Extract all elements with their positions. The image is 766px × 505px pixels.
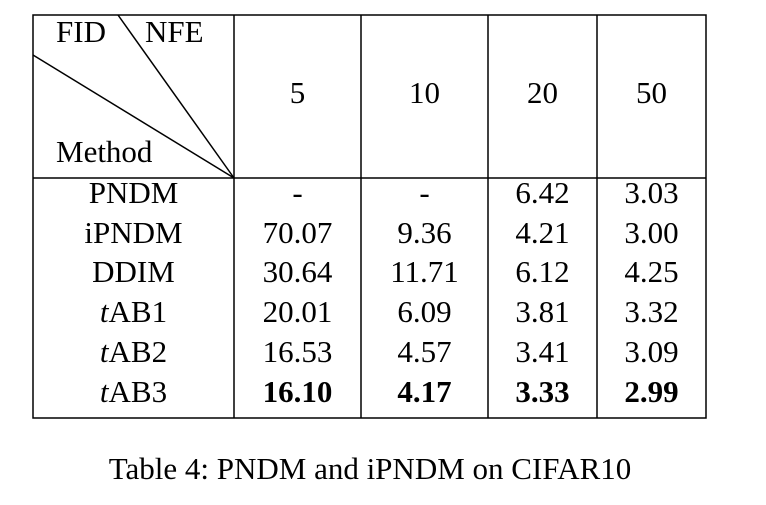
value-cell: 20.01 [263,294,333,329]
value-cell: 16.10 [263,374,333,409]
value-cell: 4.25 [624,254,678,289]
column-header: 10 [409,75,440,110]
method-cell: tAB2 [100,334,167,369]
value-cell: 3.41 [515,334,569,369]
method-cell: iPNDM [84,215,182,250]
value-cell: 3.00 [624,215,678,250]
value-cell: 70.07 [263,215,333,250]
value-cell: 3.32 [624,294,678,329]
value-cell: 4.57 [397,334,451,369]
value-cell: 2.99 [624,374,678,409]
column-header: 20 [527,75,558,110]
value-cell: 6.42 [515,175,569,210]
value-cell: 6.12 [515,254,569,289]
value-cell: 3.03 [624,175,678,210]
corner-diagonal [117,14,235,179]
corner-diagonal [32,54,235,179]
value-cell: - [292,175,302,210]
value-cell: 4.17 [397,374,451,409]
method-cell: tAB1 [100,294,167,329]
value-cell: - [419,175,429,210]
value-cell: 11.71 [390,254,459,289]
column-header: 50 [636,75,667,110]
value-cell: 4.21 [515,215,569,250]
corner-label: Method [56,134,153,169]
value-cell: 3.33 [515,374,569,409]
corner-label: NFE [145,14,204,49]
caption: Table 4: PNDM and iPNDM on CIFAR10 [109,451,632,486]
method-cell: PNDM [89,175,179,210]
value-cell: 30.64 [263,254,333,289]
method-cell: DDIM [92,254,175,289]
value-cell: 16.53 [263,334,333,369]
corner-label: FID [56,14,106,49]
value-cell: 3.09 [624,334,678,369]
method-cell: tAB3 [100,374,167,409]
value-cell: 3.81 [515,294,569,329]
value-cell: 9.36 [397,215,451,250]
table-border [32,14,707,419]
value-cell: 6.09 [397,294,451,329]
column-header: 5 [290,75,306,110]
